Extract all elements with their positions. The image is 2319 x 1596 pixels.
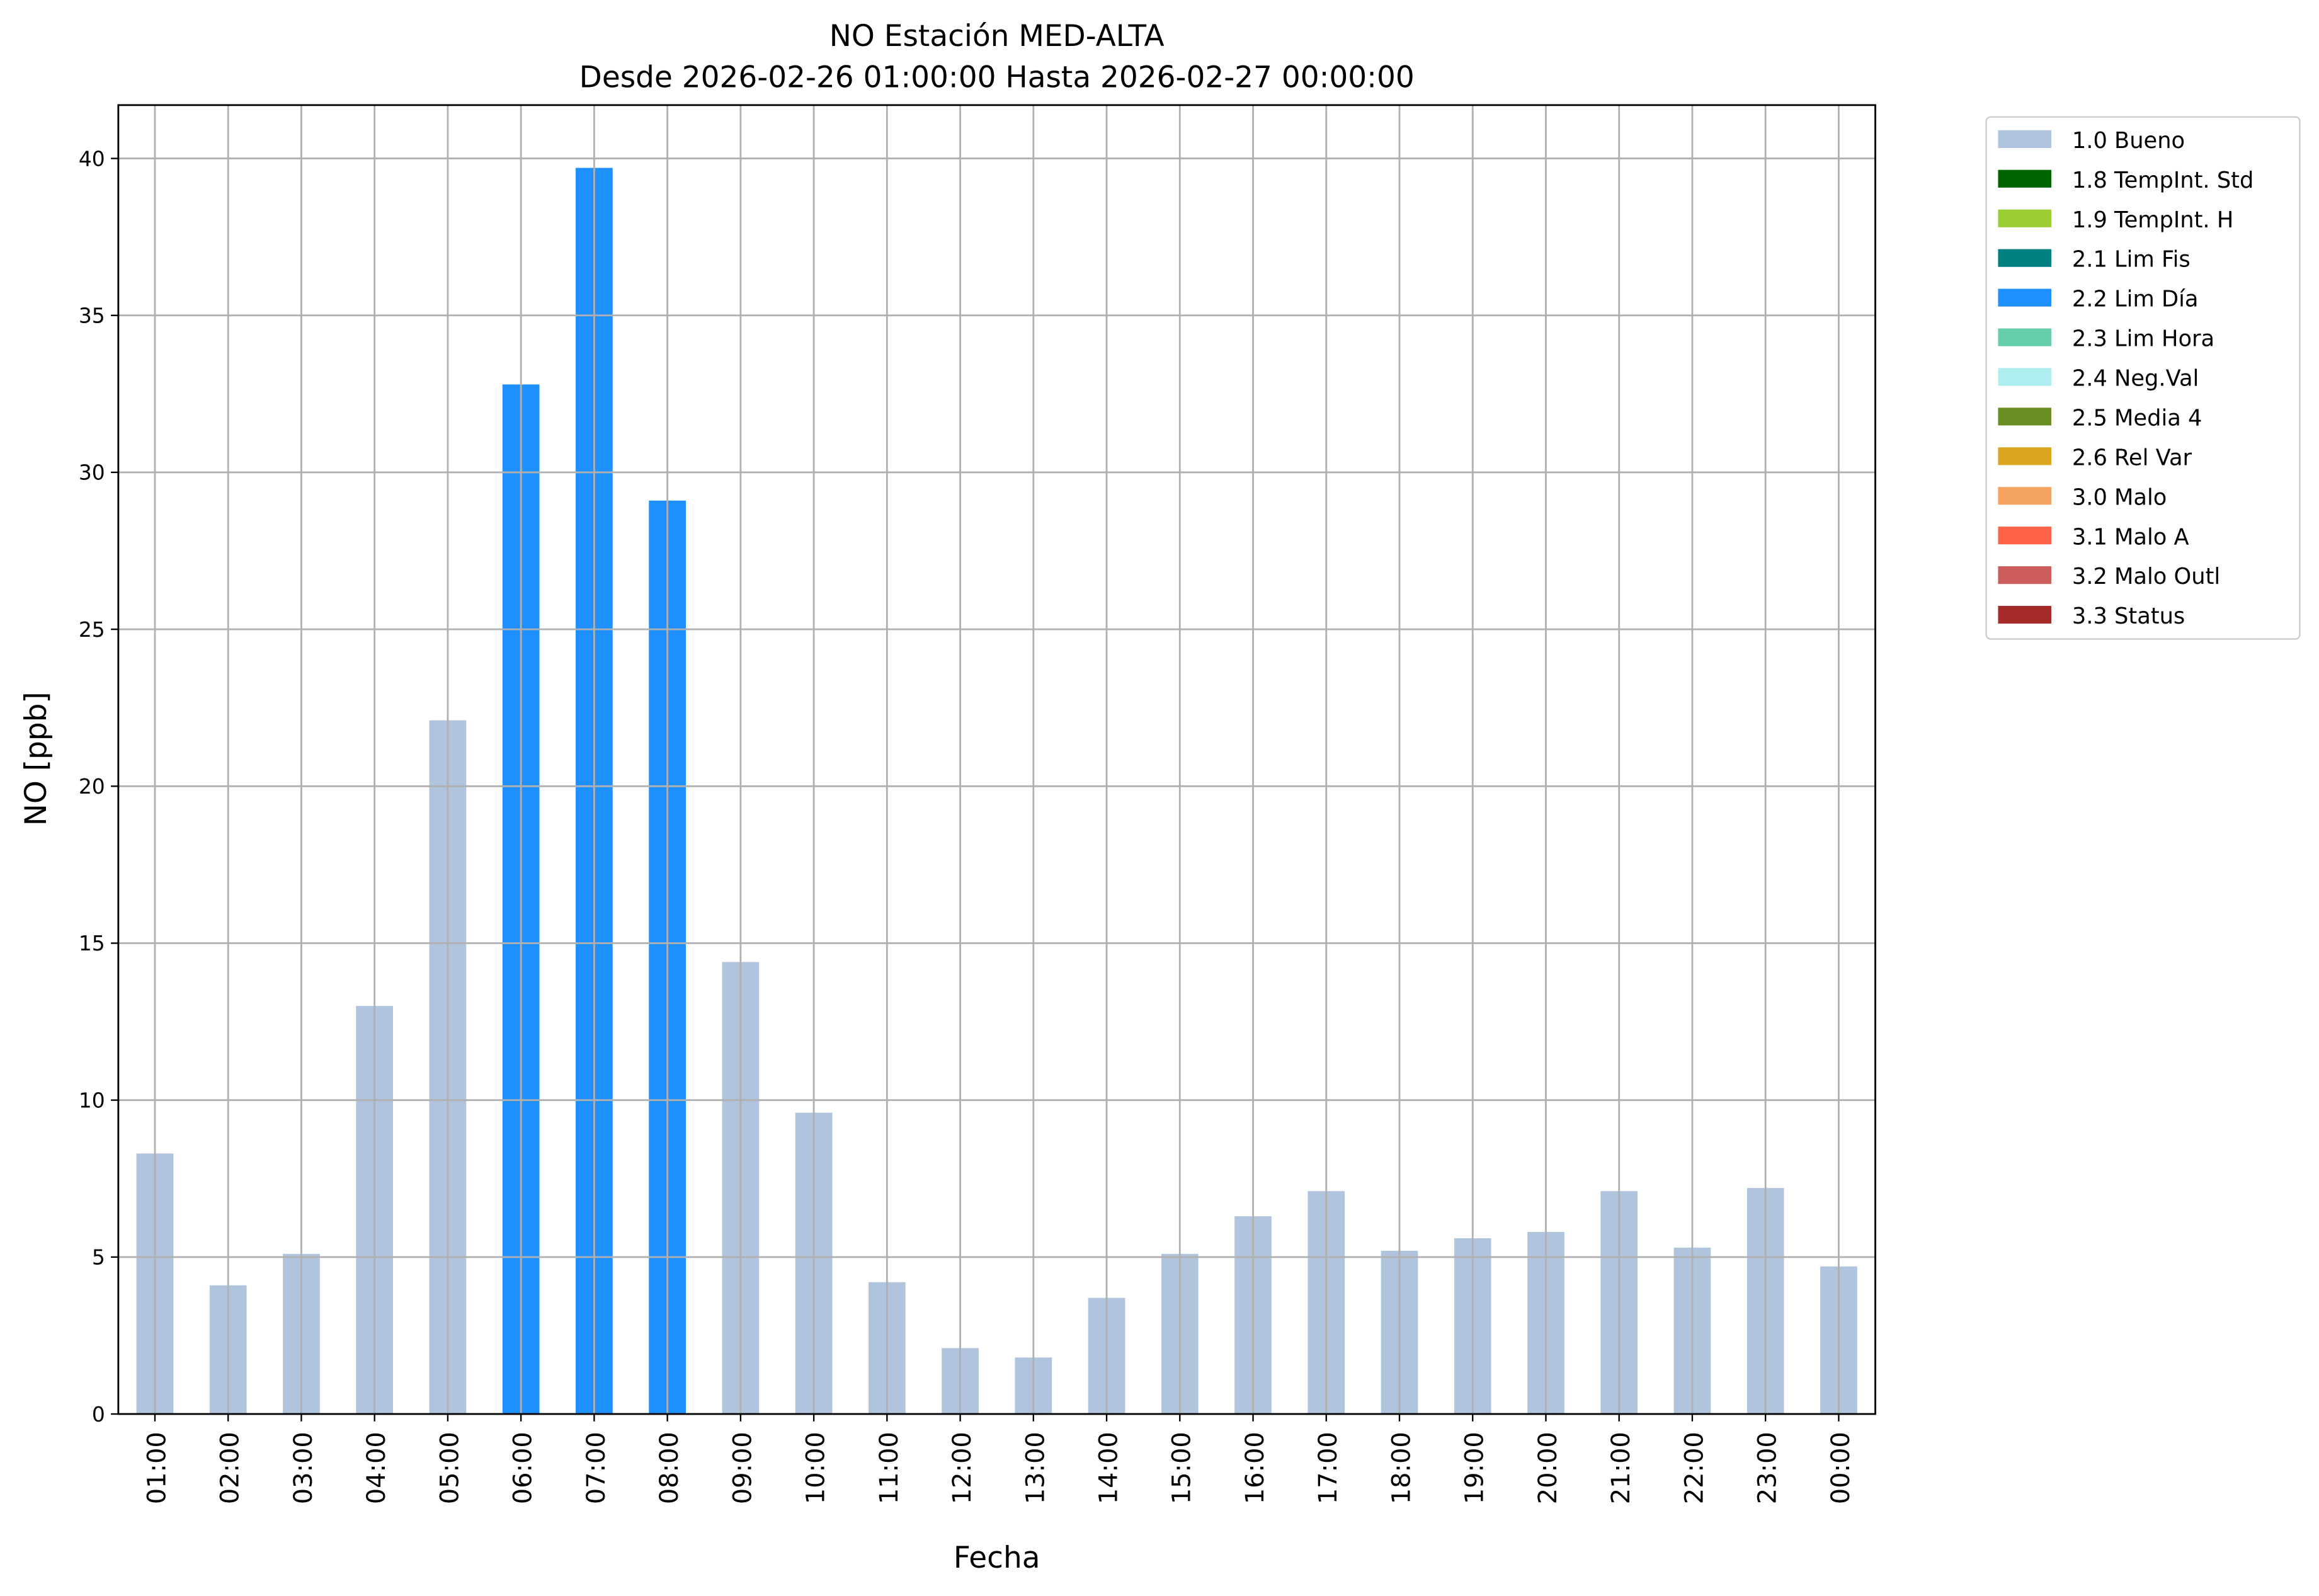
legend-label: 2.6 Rel Var [2072,445,2192,470]
x-tick-label: 02:00 [216,1432,245,1504]
x-tick-label: 21:00 [1607,1432,1636,1504]
legend-swatch [1998,447,2051,465]
legend-item: 1.9 TempInt. H [1998,207,2233,233]
legend-swatch [1998,368,2051,386]
y-tick-label: 5 [92,1245,105,1270]
legend-item: 2.1 Lim Fis [1998,247,2191,273]
legend-swatch [1998,169,2051,188]
legend-item: 2.4 Neg.Val [1998,366,2199,392]
x-tick-label: 19:00 [1461,1432,1490,1504]
x-tick-label: 12:00 [948,1432,977,1504]
x-tick-label: 09:00 [728,1432,757,1504]
x-tick-label: 15:00 [1168,1432,1197,1504]
legend-item: 2.2 Lim Día [1998,287,2198,312]
x-tick-label: 11:00 [875,1432,904,1504]
bars [136,168,1857,1415]
legend-label: 2.3 Lim Hora [2072,326,2214,352]
legend-label: 1.0 Bueno [2072,128,2185,154]
x-tick-label: 23:00 [1753,1432,1782,1504]
legend-swatch [1998,209,2051,227]
chart-title: NO Estación MED-ALTA [829,19,1165,54]
y-ticks: 0 5 10 15 20 25 30 35 40 [79,146,118,1427]
legend-label: 1.9 TempInt. H [2072,207,2233,233]
x-tick-label: 14:00 [1094,1432,1123,1504]
legend-item: 1.8 TempInt. Std [1998,168,2253,193]
y-tick-label: 10 [79,1088,105,1112]
x-tick-label: 10:00 [802,1432,831,1504]
legend-swatch [1998,249,2051,267]
legend-swatch [1998,527,2051,545]
legend-label: 3.3 Status [2072,603,2185,629]
x-tick-label: 08:00 [655,1432,684,1504]
legend-label: 2.1 Lim Fis [2072,247,2191,273]
chart-subtitle: Desde 2026-02-26 01:00:00 Hasta 2026-02-… [579,60,1415,95]
y-tick-label: 30 [79,460,105,485]
legend-swatch [1998,487,2051,505]
legend-item: 2.6 Rel Var [1998,445,2192,470]
legend-swatch [1998,566,2051,584]
legend: 1.0 Bueno 1.8 TempInt. Std 1.9 TempInt. H 2… [1985,116,2301,640]
legend-label: 2.2 Lim Día [2072,287,2199,312]
x-ticks: 01:00 02:00 03:00 04:00 05:00 06:00 07:00 08:00… [142,1414,1855,1504]
x-tick-label: 07:00 [582,1432,611,1504]
legend-item: 2.5 Media 4 [1998,405,2202,431]
legend-label: 2.5 Media 4 [2072,405,2202,431]
plot-frame [117,104,1876,1415]
legend-item: 3.2 Malo Outl [1998,564,2220,590]
x-tick-label: 13:00 [1021,1432,1050,1504]
x-tick-label: 00:00 [1826,1432,1855,1504]
x-tick-label: 18:00 [1387,1432,1416,1504]
y-tick-label: 25 [79,617,105,642]
y-tick-label: 40 [79,146,105,171]
legend-label: 1.8 TempInt. Std [2072,168,2254,193]
legend-swatch [1998,130,2051,148]
x-tick-label: 05:00 [435,1432,464,1504]
x-axis-label: Fecha [954,1541,1040,1575]
legend-item: 3.3 Status [1998,603,2185,629]
x-tick-label: 17:00 [1314,1432,1343,1504]
legend-frame [1985,116,2301,640]
x-tick-label: 04:00 [362,1432,391,1504]
y-tick-label: 20 [79,774,105,799]
legend-label: 3.2 Malo Outl [2072,564,2220,590]
legend-label: 3.0 Malo [2072,484,2167,510]
y-tick-label: 35 [79,304,105,328]
legend-swatch [1998,408,2051,426]
x-tick-label: 20:00 [1534,1432,1563,1504]
y-axis-label: NO [ppb] [19,692,54,826]
legend-label: 3.1 Malo A [2072,524,2189,550]
legend-item: 3.1 Malo A [1998,524,2189,550]
legend-item: 1.0 Bueno [1998,128,2185,154]
y-tick-label: 0 [92,1402,105,1427]
y-tick-label: 15 [79,931,105,955]
x-tick-label: 22:00 [1680,1432,1709,1504]
legend-swatch [1998,605,2051,624]
x-tick-label: 06:00 [509,1432,538,1504]
x-tick-label: 16:00 [1241,1432,1270,1504]
legend-label: 2.4 Neg.Val [2072,366,2199,392]
legend-item: 3.0 Malo [1998,484,2167,510]
legend-swatch [1998,328,2051,346]
legend-swatch [1998,288,2051,307]
legend-item: 2.3 Lim Hora [1998,326,2214,352]
x-tick-label: 03:00 [289,1432,318,1504]
x-tick-label: 01:00 [142,1432,171,1504]
